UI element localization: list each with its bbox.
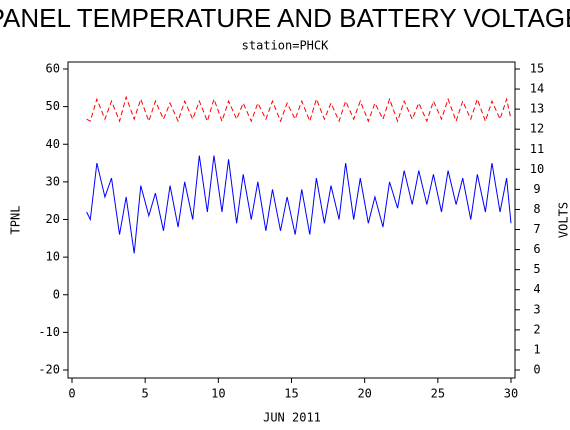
y-tick-label: -10: [38, 325, 60, 339]
y2-tick-label: 13: [530, 102, 544, 116]
x-tick-label: 15: [284, 387, 298, 401]
y-tick-label: 30: [46, 174, 60, 188]
x-tick-label: 5: [142, 387, 149, 401]
y2-tick-label: 7: [533, 222, 540, 236]
y-tick-label: 60: [46, 62, 60, 76]
y2-tick-label: 15: [530, 62, 544, 76]
y-tick-label: 0: [53, 287, 60, 301]
y2-tick-label: 5: [533, 262, 540, 276]
y2-tick-label: 9: [533, 182, 540, 196]
y2-tick-label: 14: [530, 82, 544, 96]
y2-tick-label: 8: [533, 202, 540, 216]
x-tick-label: 20: [357, 387, 371, 401]
y2-tick-label: 12: [530, 122, 544, 136]
chart-subtitle: station=PHCK: [242, 39, 329, 53]
x-axis-label: JUN 2011: [263, 411, 321, 425]
x-tick-label: 25: [431, 387, 445, 401]
y-tick-label: 20: [46, 212, 60, 226]
x-tick-label: 0: [68, 387, 75, 401]
y-tick-label: -20: [38, 363, 60, 377]
y-axis-label: TPNL: [9, 206, 23, 235]
x-tick-label: 10: [211, 387, 225, 401]
plot-frame: [67, 61, 516, 379]
y2-tick-label: 10: [530, 162, 544, 176]
y-tick-label: 10: [46, 250, 60, 264]
chart-title: PANEL TEMPERATURE AND BATTERY VOLTAGE: [0, 3, 570, 33]
y-tick-label: 50: [46, 99, 60, 113]
series-line: [86, 155, 512, 254]
y2-tick-label: 2: [533, 322, 540, 336]
y2-tick-label: 0: [533, 363, 540, 377]
y2-axis-label: VOLTS: [557, 202, 570, 238]
series-line: [86, 95, 512, 123]
y2-tick-label: 3: [533, 302, 540, 316]
y-tick-label: 40: [46, 137, 60, 151]
y2-tick-label: 1: [533, 342, 540, 356]
y2-tick-label: 4: [533, 282, 540, 296]
y2-tick-label: 6: [533, 242, 540, 256]
x-tick-label: 30: [504, 387, 518, 401]
y2-tick-label: 11: [530, 142, 544, 156]
